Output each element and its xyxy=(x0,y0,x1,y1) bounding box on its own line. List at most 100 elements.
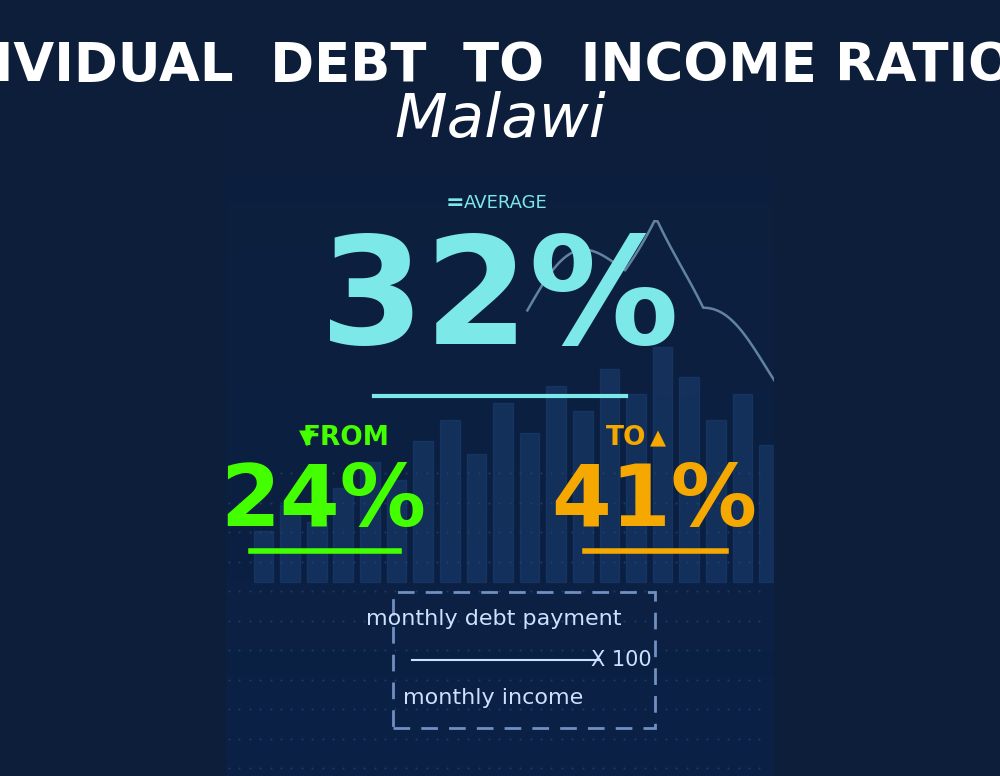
Text: AVERAGE: AVERAGE xyxy=(464,194,547,213)
Bar xyxy=(226,78,774,85)
Bar xyxy=(226,636,774,644)
Bar xyxy=(226,8,774,16)
Text: monthly income: monthly income xyxy=(403,688,584,708)
Bar xyxy=(226,644,774,652)
Text: FROM: FROM xyxy=(302,425,389,452)
Bar xyxy=(226,210,774,217)
Text: TO: TO xyxy=(606,425,646,452)
Text: Malawi: Malawi xyxy=(394,91,606,150)
Bar xyxy=(226,16,774,23)
Bar xyxy=(226,357,774,365)
Bar xyxy=(226,760,774,768)
Bar xyxy=(226,0,774,8)
Text: ▲: ▲ xyxy=(650,428,666,449)
Bar xyxy=(573,411,593,582)
Bar xyxy=(226,768,774,776)
Bar xyxy=(360,462,380,582)
Bar xyxy=(413,441,433,582)
Bar xyxy=(226,341,774,349)
Bar xyxy=(600,369,619,582)
Bar xyxy=(493,403,513,582)
Bar xyxy=(226,116,774,124)
Bar xyxy=(387,480,406,582)
Bar xyxy=(226,667,774,675)
Text: 41%: 41% xyxy=(551,462,757,544)
Bar xyxy=(226,737,774,745)
Text: 24%: 24% xyxy=(221,462,427,544)
Bar xyxy=(333,488,353,582)
Bar xyxy=(226,683,774,691)
Bar xyxy=(226,582,774,590)
Bar xyxy=(226,47,774,54)
Bar xyxy=(226,279,774,287)
Bar xyxy=(226,598,774,605)
Bar xyxy=(706,420,726,582)
Bar xyxy=(653,348,672,582)
Bar xyxy=(226,652,774,660)
Bar xyxy=(226,745,774,753)
Bar xyxy=(226,435,774,442)
Bar xyxy=(226,466,774,473)
Bar xyxy=(226,272,774,279)
Bar xyxy=(226,372,774,380)
Bar xyxy=(280,505,300,582)
Bar xyxy=(226,396,774,404)
Text: INDIVIDUAL  DEBT  TO  INCOME RATIO  IN: INDIVIDUAL DEBT TO INCOME RATIO IN xyxy=(0,40,1000,92)
Bar xyxy=(226,256,774,264)
Text: X 100: X 100 xyxy=(591,650,652,670)
Bar xyxy=(226,248,774,256)
Bar xyxy=(307,522,327,582)
Bar xyxy=(226,70,774,78)
Bar xyxy=(226,590,774,598)
Bar xyxy=(226,101,774,109)
Bar xyxy=(226,31,774,39)
Bar xyxy=(226,163,774,171)
Bar xyxy=(226,419,774,427)
Bar xyxy=(226,481,774,489)
Bar xyxy=(226,124,774,132)
Bar xyxy=(226,551,774,559)
Bar xyxy=(254,531,273,582)
Bar xyxy=(226,109,774,116)
Bar xyxy=(679,377,699,582)
Bar xyxy=(226,574,774,582)
Bar xyxy=(226,404,774,411)
Bar xyxy=(226,442,774,450)
Bar xyxy=(733,394,752,582)
Bar xyxy=(226,310,774,318)
Bar xyxy=(226,411,774,419)
Text: monthly debt payment: monthly debt payment xyxy=(366,609,621,629)
Bar xyxy=(226,334,774,341)
Bar xyxy=(226,303,774,310)
Bar xyxy=(226,349,774,357)
Bar xyxy=(226,722,774,729)
Bar xyxy=(626,394,646,582)
Bar xyxy=(226,194,774,202)
Bar xyxy=(226,629,774,636)
Bar xyxy=(226,388,774,396)
Bar xyxy=(226,450,774,458)
Bar xyxy=(226,155,774,163)
Bar xyxy=(226,753,774,760)
Bar xyxy=(226,427,774,435)
Bar xyxy=(226,295,774,303)
Bar xyxy=(226,512,774,520)
Bar xyxy=(226,535,774,543)
Bar xyxy=(226,217,774,225)
Bar xyxy=(440,420,460,582)
Bar xyxy=(226,365,774,372)
Bar xyxy=(226,605,774,613)
Bar xyxy=(226,489,774,497)
Bar xyxy=(226,186,774,194)
Bar xyxy=(226,698,774,706)
Bar xyxy=(226,241,774,248)
Bar xyxy=(226,140,774,147)
Bar xyxy=(546,386,566,582)
Bar xyxy=(226,287,774,295)
Bar xyxy=(226,54,774,62)
Bar xyxy=(226,39,774,47)
Bar xyxy=(226,504,774,512)
Bar xyxy=(226,497,774,504)
Bar xyxy=(226,458,774,466)
Bar xyxy=(226,543,774,551)
